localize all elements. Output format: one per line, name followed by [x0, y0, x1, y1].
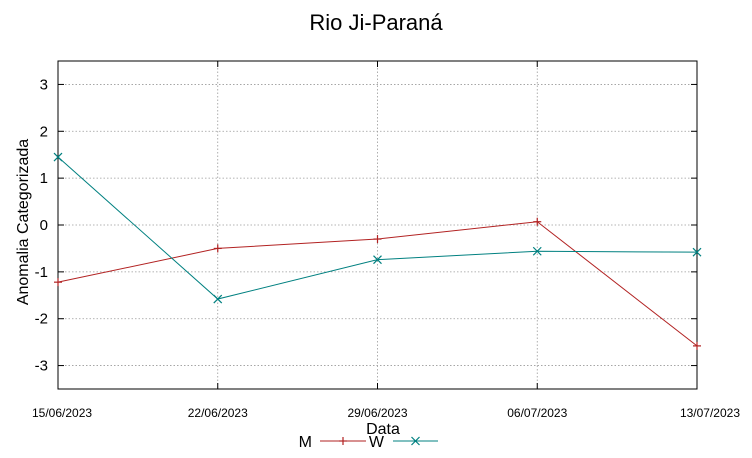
data-point-m	[533, 217, 542, 226]
legend-label-w: W	[369, 434, 385, 451]
y-axis: 3 2 1 0 -1 -2 -3	[35, 76, 697, 375]
y-tick-label: -3	[35, 358, 48, 375]
y-tick-label: 3	[40, 76, 48, 93]
data-point-m	[693, 341, 701, 350]
data-point-w	[373, 255, 382, 265]
data-point-w	[532, 246, 542, 256]
x-axis-label: Data	[366, 421, 400, 438]
y-tick-label: -2	[35, 311, 48, 328]
data-point-w	[53, 152, 63, 162]
y-tick-label: -1	[35, 264, 48, 281]
legend-marker-m	[339, 437, 347, 445]
legend-marker-w	[411, 436, 420, 446]
data-point-m	[373, 235, 382, 244]
x-tick-label: 22/06/2023	[188, 406, 248, 420]
data-point-w	[692, 247, 702, 257]
legend-label-m: M	[299, 434, 312, 451]
y-tick-label: 2	[40, 123, 48, 140]
y-tick-label: 0	[40, 217, 48, 234]
chart-title: Rio Ji-Paraná	[309, 10, 443, 35]
x-tick-label: 06/07/2023	[507, 406, 567, 420]
x-tick-label: 29/06/2023	[347, 406, 407, 420]
y-tick-label: 1	[40, 170, 48, 187]
data-point-w	[213, 294, 223, 304]
data-point-m	[54, 278, 62, 287]
grid-lines	[58, 61, 697, 389]
x-tick-label: 13/07/2023	[680, 406, 740, 420]
data-point-m	[213, 244, 222, 253]
series-layer	[53, 152, 702, 350]
y-axis-label: Anomalia Categorizada	[15, 139, 32, 305]
x-axis: 15/06/2023 22/06/2023 29/06/2023 06/07/2023…	[32, 61, 740, 420]
x-tick-label: 15/06/2023	[32, 406, 92, 420]
